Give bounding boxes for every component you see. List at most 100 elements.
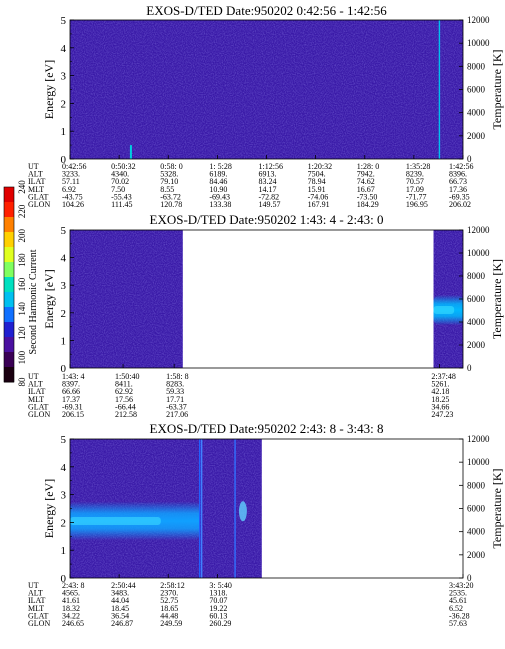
table-cell: 3233.: [62, 170, 80, 179]
table-cell: 44.48: [160, 611, 178, 620]
table-cell: 2:37:48: [431, 372, 455, 381]
colorbar-frame: [3, 186, 15, 383]
y2-tick-label: 6000: [467, 504, 486, 514]
colorbar-step: [4, 202, 14, 218]
table-cell: 2370.: [160, 589, 178, 598]
table-row-label: ILAT: [28, 387, 45, 396]
y-tick-label: 0: [61, 573, 67, 585]
panel-title: EXOS-D/TED Date:950202 2:43: 8 - 3:43: 8: [150, 421, 384, 436]
table-cell: 16.67: [357, 185, 375, 194]
table-cell: 18.25: [431, 395, 449, 404]
table-cell: 4565.: [62, 589, 80, 598]
table-cell: -73.50: [357, 192, 378, 201]
table-cell: 6913.: [259, 170, 277, 179]
y2-tick-label: 0: [467, 573, 472, 583]
table-cell: -55.43: [111, 192, 132, 201]
table-cell: 4340.: [111, 170, 129, 179]
table-cell: 59.33: [166, 387, 184, 396]
table-cell: 167.91: [308, 200, 330, 209]
table-cell: 52.75: [160, 596, 178, 605]
table-cell: 10.90: [209, 185, 227, 194]
panel-title: EXOS-D/TED Date:950202 0:42:56 - 1:42:56: [146, 3, 387, 18]
table-row-label: MLT: [28, 395, 44, 404]
table-row-label: UT: [28, 162, 39, 171]
table-cell: 6.52: [449, 604, 463, 613]
table-cell: 74.62: [357, 177, 375, 186]
table-row-label: ALT: [28, 170, 43, 179]
y-tick-label: 5: [61, 15, 67, 27]
y2-tick-label: 2000: [467, 131, 486, 141]
y-tick-label: 0: [61, 154, 67, 166]
y2-tick-label: 0: [467, 154, 472, 164]
y2-tick-label: 10000: [467, 248, 490, 258]
table-cell: -69.31: [62, 402, 83, 411]
y2-tick-label: 4000: [467, 108, 486, 118]
table-cell: -72.82: [259, 192, 280, 201]
y-tick-label: 5: [61, 225, 67, 237]
table-cell: 44.04: [111, 596, 129, 605]
colorbar-label: Second Harmonic Current: [28, 249, 39, 354]
table-cell: 1:28: 0: [357, 162, 379, 171]
table-cell: 2:50:44: [111, 581, 135, 590]
table-row-label: GLON: [28, 619, 50, 628]
colorbar-step: [4, 247, 14, 263]
table-cell: 15.91: [308, 185, 326, 194]
table-cell: 5328.: [160, 170, 178, 179]
table-cell: 8411.: [115, 380, 133, 389]
table-cell: 8.55: [160, 185, 174, 194]
table-row-label: UT: [28, 372, 39, 381]
table-cell: 41.61: [62, 596, 80, 605]
table-cell: 2535.: [449, 589, 467, 598]
table-cell: 149.57: [259, 200, 281, 209]
table-cell: 8397.: [62, 380, 80, 389]
table-cell: 0:42:56: [62, 162, 86, 171]
colorbar-step: [4, 232, 14, 248]
colorbar-step: [4, 337, 14, 353]
table-cell: 206.02: [449, 200, 471, 209]
colorbar-tick-label: 80: [17, 377, 27, 387]
colorbar-tick-label: 160: [17, 277, 27, 291]
y2-tick-label: 4000: [467, 527, 486, 537]
table-cell: 14.17: [259, 185, 277, 194]
table-cell: 1:12:56: [259, 162, 283, 171]
y-axis-label: Energy [eV]: [42, 269, 56, 328]
colorbar-gradient: [3, 186, 15, 383]
table-cell: 1: 5:28: [209, 162, 231, 171]
table-cell: 1:43: 4: [62, 372, 84, 381]
table-cell: 120.78: [160, 200, 182, 209]
table-cell: 1:58: 8: [166, 372, 188, 381]
table-cell: -63.72: [160, 192, 181, 201]
table-row-label: ILAT: [28, 177, 45, 186]
panel-2: EXOS-D/TED Date:950202 1:43: 4 - 2:43: 0…: [28, 212, 504, 419]
panel-3: EXOS-D/TED Date:950202 2:43: 8 - 3:43: 8…: [28, 421, 504, 628]
colorbar-tick-label: 120: [17, 326, 27, 340]
table-cell: 78.94: [308, 177, 326, 186]
table-cell: 19.22: [209, 604, 227, 613]
table-cell: 5261.: [431, 380, 449, 389]
table-cell: 7.50: [111, 185, 125, 194]
y2-tick-label: 2000: [467, 550, 486, 560]
colorbar-step: [4, 292, 14, 308]
y2-tick-label: 10000: [467, 38, 490, 48]
table-cell: 206.15: [62, 410, 84, 419]
y2-tick-label: 2000: [467, 340, 486, 350]
y-tick-label: 2: [61, 517, 67, 529]
spectrogram-noise: [70, 230, 183, 368]
table-cell: 3483.: [111, 589, 129, 598]
table-cell: -63.37: [166, 402, 187, 411]
table-cell: 104.26: [62, 200, 84, 209]
table-row-label: MLT: [28, 604, 44, 613]
panel-1: EXOS-D/TED Date:950202 0:42:56 - 1:42:56…: [28, 3, 504, 209]
y2-tick-label: 6000: [467, 85, 486, 95]
panels: EXOS-D/TED Date:950202 0:42:56 - 1:42:56…: [28, 3, 504, 628]
table-cell: 0:50:32: [111, 162, 135, 171]
table-cell: 17.09: [406, 185, 424, 194]
table-cell: 70.57: [406, 177, 424, 186]
y-tick-label: 4: [61, 43, 67, 55]
colorbar-step: [4, 307, 14, 323]
table-cell: 246.65: [62, 619, 84, 628]
table-cell: 83.24: [259, 177, 277, 186]
table-cell: 111.45: [111, 200, 132, 209]
